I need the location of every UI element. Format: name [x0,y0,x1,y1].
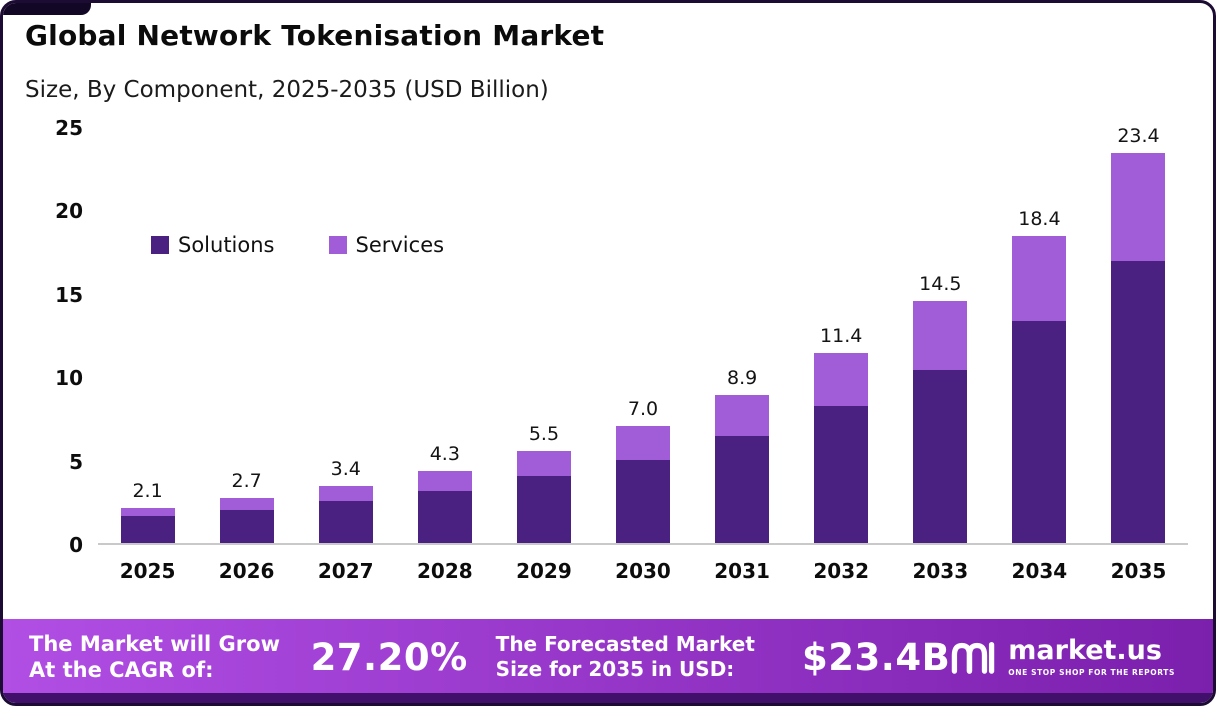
y-tick-label: 0 [69,533,83,557]
x-tick-label: 2031 [714,559,770,583]
legend-item-services: Services [328,233,445,257]
bar-total-label: 11.4 [820,324,863,347]
legend-label-solutions: Solutions [178,233,275,257]
legend-label-services: Services [355,233,445,257]
bar-total-label: 18.4 [1018,208,1061,231]
y-tick-label: 15 [55,282,83,307]
bar-segment-services [318,486,373,502]
legend: Solutions Services [151,233,444,257]
stacked-bar [1012,236,1067,543]
bar-column: 5.5 [494,128,593,543]
footer-banner: The Market will Grow At the CAGR of: 27.… [3,619,1213,695]
bar-segment-solutions [913,369,968,543]
bar-segment-solutions [715,436,770,543]
bar-segment-services [913,301,968,370]
bar-segment-solutions [616,459,671,543]
bar-column: 8.9 [693,128,792,543]
bar-column: 18.4 [990,128,1089,543]
bar-segment-services [417,471,472,492]
forecast-label: The Forecasted Market Size for 2035 in U… [495,632,755,681]
bar-segment-services [715,394,770,437]
x-tick-label: 2030 [615,559,671,583]
legend-item-solutions: Solutions [151,233,275,257]
brand-logo: market.us ONE STOP SHOP FOR THE REPORTS [950,637,1175,677]
x-tick-label: 2033 [912,559,969,583]
bar-total-label: 2.7 [231,469,262,492]
x-tick-label: 2035 [1110,559,1167,583]
x-tick-label: 2028 [416,559,473,583]
bar-segment-solutions [516,476,571,543]
bar-total-label: 2.1 [132,479,163,502]
bar-segment-services [219,497,274,510]
bar-segment-services [120,507,175,517]
x-tick-label: 2026 [218,559,275,583]
bar-segment-solutions [219,509,274,543]
bar-column: 2.7 [197,128,296,543]
cagr-label: The Market will Grow At the CAGR of: [29,631,280,682]
stacked-bar [814,352,869,543]
bar-total-label: 7.0 [627,398,659,421]
bar-segment-services [516,451,571,477]
stacked-bar [715,394,770,543]
bar-segment-services [814,352,869,407]
bar-total-label: 3.4 [330,458,361,481]
page-title: Global Network Tokenisation Market [25,19,605,52]
bar-segment-solutions [120,516,175,543]
x-labels-row: 2025 2026 2027 2028 2029 2030 2031 2032 2033 2034… [98,559,1188,583]
bar-segment-solutions [1111,261,1166,543]
x-tick-label: 2029 [516,559,572,583]
bars-row: 2.1 2.7 3.4 4.3 5.5 7.0 8.9 11.4 14.5 18.4 23.4 [98,124,1188,543]
services-swatch-icon [328,236,347,254]
bar-segment-solutions [318,501,373,543]
brand-text: market.us ONE STOP SHOP FOR THE REPORTS [1008,637,1175,677]
y-tick-label: 20 [55,199,83,224]
x-tick-label: 2025 [119,559,176,583]
bar-column: 11.4 [792,128,891,543]
stacked-bar [616,426,671,543]
bar-segment-services [1012,236,1067,322]
bar-total-label: 5.5 [528,423,560,446]
chart-subtitle: Size, By Component, 2025-2035 (USD Billi… [25,77,549,103]
bar-total-label: 4.3 [429,443,460,466]
y-tick-label: 5 [69,449,83,474]
bottom-strip [3,693,1213,703]
stacked-bar [516,451,571,543]
bar-total-label: 23.4 [1117,124,1160,147]
x-tick-label: 2027 [317,559,374,583]
brand-tagline: ONE STOP SHOP FOR THE REPORTS [1008,668,1175,677]
y-tick-label: 25 [55,116,83,140]
y-axis: 0 5 10 15 20 25 [11,116,83,557]
solutions-swatch-icon [151,236,169,254]
bar-segment-solutions [814,406,869,543]
stacked-bar [120,507,175,543]
stacked-bar [219,497,274,543]
y-tick-label: 10 [55,366,83,391]
bar-column: 2.1 [98,128,197,543]
x-tick-label: 2034 [1011,559,1068,583]
bar-segment-services [616,426,671,460]
bar-segment-services [1111,152,1166,262]
plot-area: 2.1 2.7 3.4 4.3 5.5 7.0 8.9 11.4 14.5 18.4 23.4 [98,124,1188,545]
forecast-value: $23.4B [802,635,951,679]
stacked-bar [417,471,472,543]
bar-column: 7.0 [593,128,692,543]
cagr-value: 27.20% [310,635,468,679]
bar-column: 4.3 [395,128,494,543]
bar-total-label: 8.9 [727,366,758,389]
bar-column: 23.4 [1089,124,1188,543]
bar-segment-solutions [1012,321,1067,543]
corner-accent [3,3,91,15]
bar-column: 3.4 [296,128,395,543]
bar-total-label: 14.5 [919,273,962,296]
bar-segment-solutions [417,491,472,543]
stacked-bar [913,301,968,543]
stacked-bar [318,486,373,543]
x-tick-label: 2032 [813,559,870,583]
bar-column: 14.5 [891,128,990,543]
stacked-bar [1111,152,1166,543]
brand-name: market.us [1008,635,1162,666]
market-us-logo-icon [952,641,995,674]
